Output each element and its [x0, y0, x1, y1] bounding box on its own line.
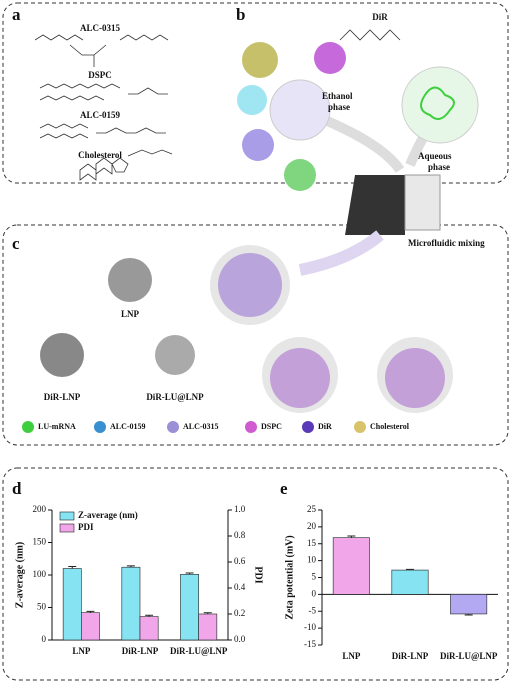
panel-label: b	[236, 5, 245, 24]
x-tick-label: LNP	[72, 646, 91, 656]
legend-icon	[22, 421, 34, 433]
legend-icon	[94, 421, 106, 433]
y-tick-label: 0	[312, 588, 317, 598]
legend-swatch	[59, 511, 75, 521]
error-bar	[86, 610, 95, 613]
y2-tick-label: 0.0	[234, 634, 246, 644]
panel-label: d	[12, 479, 22, 498]
y2-axis-label: PDI	[253, 566, 264, 583]
y-tick-label: -10	[304, 622, 316, 632]
y-tick-label: 20	[307, 521, 317, 531]
y-tick-label: 0	[42, 634, 47, 644]
x-tick-label: DiR-LU@LNP	[170, 646, 228, 656]
panel-label: e	[280, 479, 288, 498]
phase-label: Aqueous	[418, 151, 452, 161]
bar	[198, 613, 218, 641]
dye-name: DiR	[372, 12, 388, 22]
legend-label: Cholesterol	[370, 422, 410, 431]
y-tick-label: -5	[309, 605, 317, 615]
error-bar	[126, 565, 135, 568]
legend-label: DiR	[318, 422, 332, 431]
y-tick-label: -15	[304, 639, 316, 649]
bar	[332, 537, 370, 595]
legend-swatch	[59, 523, 75, 533]
bar	[62, 568, 82, 641]
error-bar	[464, 613, 473, 616]
bar	[81, 612, 100, 641]
y-tick-label: 10	[307, 555, 317, 565]
illustration	[40, 29, 479, 413]
y-axis-label: Z-average (nm)	[14, 542, 25, 608]
bar	[180, 574, 199, 641]
legend-icon	[167, 421, 179, 433]
error-bar	[203, 612, 212, 614]
x-tick-label: DiR-LU@LNP	[440, 651, 498, 661]
tem-label: DiR-LU@LNP	[146, 392, 204, 402]
bar	[139, 616, 159, 641]
x-tick-label: DiR-LNP	[392, 651, 429, 661]
panel-c-frame	[2, 224, 509, 446]
phase-label: Ethanol	[322, 91, 353, 101]
y2-tick-label: 0.8	[234, 530, 246, 540]
x-tick-label: DiR-LNP	[122, 646, 159, 656]
bar	[450, 594, 488, 615]
y2-tick-label: 0.4	[234, 582, 246, 592]
legend-icon	[245, 421, 257, 433]
y-tick-label: 25	[307, 504, 317, 514]
tem-label: DiR-LNP	[44, 392, 81, 402]
lipid-name: Cholesterol	[78, 150, 122, 160]
structures	[34, 34, 173, 181]
mixing-label: Microfluidic mixing	[408, 238, 485, 248]
bar	[121, 566, 141, 641]
legend-icon	[354, 421, 366, 433]
y2-tick-label: 0.6	[234, 556, 246, 566]
bar	[391, 569, 429, 595]
panel-label: a	[12, 5, 21, 24]
y-tick-label: 50	[37, 602, 47, 612]
phase-label: phase	[328, 102, 350, 112]
error-bar	[185, 572, 194, 575]
x-tick-label: LNP	[342, 651, 361, 661]
phase-label: phase	[428, 162, 450, 172]
tem-label: LNP	[121, 309, 140, 319]
y-axis-label: Zeta potential (mV)	[284, 535, 295, 619]
legend-label: LU-mRNA	[38, 422, 76, 431]
y-tick-label: 15	[307, 538, 317, 548]
panel-label: c	[12, 234, 20, 253]
y2-tick-label: 0.2	[234, 608, 245, 618]
error-bar	[68, 566, 77, 569]
legend-label: DSPC	[261, 422, 282, 431]
lipid-name: ALC-0315	[80, 23, 120, 33]
panel-ab-frame	[2, 2, 509, 184]
legend-label: ALC-0159	[110, 422, 146, 431]
y-tick-label: 100	[33, 569, 47, 579]
y-tick-label: 150	[33, 537, 47, 547]
y-tick-label: 5	[312, 572, 317, 582]
error-bar	[145, 614, 154, 617]
lipid-name: DSPC	[88, 70, 112, 80]
lipid-name: ALC-0159	[80, 110, 120, 120]
y2-tick-label: 1.0	[234, 504, 246, 514]
panel-de-frame	[2, 467, 509, 681]
legend-icon	[302, 421, 314, 433]
legend-label: Z-average (nm)	[78, 510, 138, 520]
legend-label: ALC-0315	[183, 422, 219, 431]
error-bar	[406, 568, 414, 571]
legend-label: PDI	[78, 522, 94, 532]
y-tick-label: 200	[33, 504, 47, 514]
error-bar	[347, 535, 356, 538]
